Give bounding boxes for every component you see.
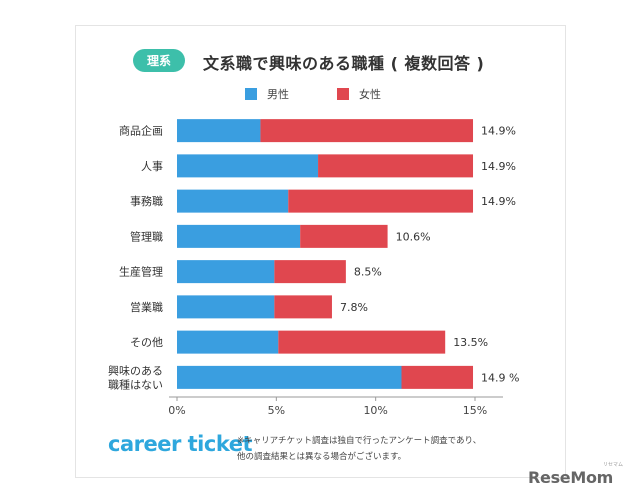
- bar-female: [300, 224, 388, 248]
- data-label: 14.9%: [481, 125, 516, 138]
- category-label: 興味のある職種はない: [108, 364, 163, 391]
- bar-female: [318, 154, 474, 178]
- bar-female: [274, 260, 346, 284]
- category-label: 事務職: [130, 194, 163, 208]
- bar-male: [177, 119, 261, 143]
- data-label: 8.5%: [354, 266, 382, 279]
- survey-note-line-2: 他の調査結果とは異なる場合がございます。: [237, 452, 407, 462]
- legend-female-label: 女性: [359, 88, 381, 101]
- data-label: 14.9 %: [481, 371, 519, 384]
- chart-card: [75, 25, 566, 478]
- legend-male-swatch: [245, 88, 257, 100]
- legend-male-label: 男性: [267, 88, 289, 101]
- data-label: 14.9%: [481, 160, 516, 173]
- legend-female-swatch: [337, 88, 349, 100]
- bar-male: [177, 295, 275, 319]
- legend-female: 女性: [337, 87, 381, 101]
- bar-female: [288, 189, 474, 213]
- resemom-watermark: ReseMom: [528, 468, 614, 487]
- category-badge: 理系: [133, 49, 185, 72]
- category-label: 商品企画: [119, 124, 163, 138]
- category-label: 人事: [141, 160, 163, 173]
- bar-female: [260, 119, 474, 143]
- x-tick-label: 10%: [363, 404, 387, 417]
- watermark-sub: リセマム: [603, 462, 624, 468]
- bar-female: [278, 330, 446, 354]
- bar-male: [177, 365, 402, 389]
- bar-female: [401, 365, 474, 389]
- data-label: 14.9%: [481, 195, 516, 208]
- bar-female: [274, 295, 332, 319]
- bar-male: [177, 330, 279, 354]
- category-label: 生産管理: [119, 265, 163, 279]
- career-ticket-logo: career ticket: [108, 432, 253, 456]
- survey-note-line-1: ※キャリアチケット調査は独自で行ったアンケート調査であり、: [237, 436, 482, 446]
- x-tick-label: 0%: [168, 404, 185, 417]
- x-tick-label: 15%: [463, 404, 487, 417]
- data-label: 7.8%: [340, 301, 368, 314]
- bar-male: [177, 224, 301, 248]
- bar-male: [177, 154, 319, 178]
- chart-title: 文系職で興味のある職種 ( 複数回答 ): [203, 54, 485, 73]
- data-label: 13.5%: [453, 336, 488, 349]
- category-label: 管理職: [130, 229, 163, 243]
- legend-male: 男性: [245, 87, 289, 101]
- survey-note: ※キャリアチケット調査は独自で行ったアンケート調査であり、 他の調査結果とは異な…: [237, 433, 481, 465]
- x-tick-label: 5%: [268, 404, 285, 417]
- category-label: その他: [130, 336, 163, 349]
- bar-male: [177, 260, 275, 284]
- category-label: 営業職: [130, 300, 163, 314]
- bar-male: [177, 189, 289, 213]
- data-label: 10.6%: [396, 230, 431, 243]
